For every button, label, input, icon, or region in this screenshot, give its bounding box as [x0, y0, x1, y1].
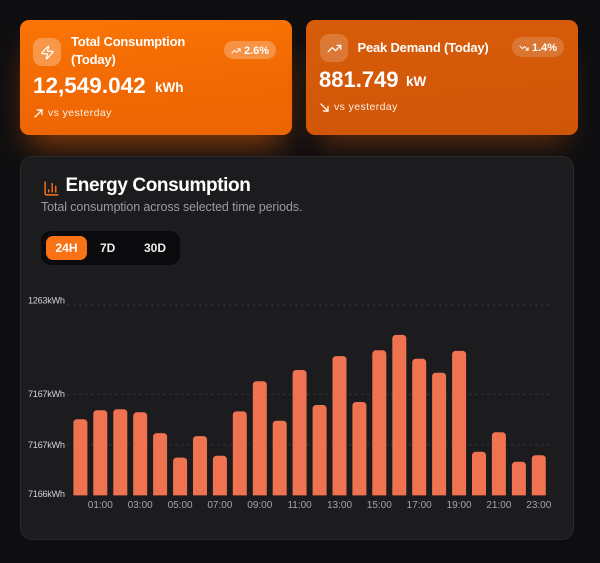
svg-text:7167kWh: 7167kWh [28, 440, 65, 450]
svg-text:05:00: 05:00 [168, 500, 193, 511]
svg-text:01:00: 01:00 [88, 500, 113, 511]
svg-text:15:00: 15:00 [367, 500, 392, 511]
svg-text:19:00: 19:00 [447, 500, 472, 511]
svg-text:17:00: 17:00 [407, 500, 432, 511]
svg-text:13:00: 13:00 [327, 500, 352, 511]
svg-text:7167kWh: 7167kWh [28, 389, 65, 399]
svg-text:23:00: 23:00 [526, 500, 551, 511]
svg-text:11:00: 11:00 [287, 500, 312, 511]
svg-text:21:00: 21:00 [486, 500, 511, 511]
svg-text:1263kWh: 1263kWh [28, 296, 65, 306]
svg-text:03:00: 03:00 [128, 500, 153, 511]
svg-text:09:00: 09:00 [247, 500, 272, 511]
svg-text:7166kWh: 7166kWh [28, 489, 65, 499]
svg-text:07:00: 07:00 [207, 500, 232, 511]
